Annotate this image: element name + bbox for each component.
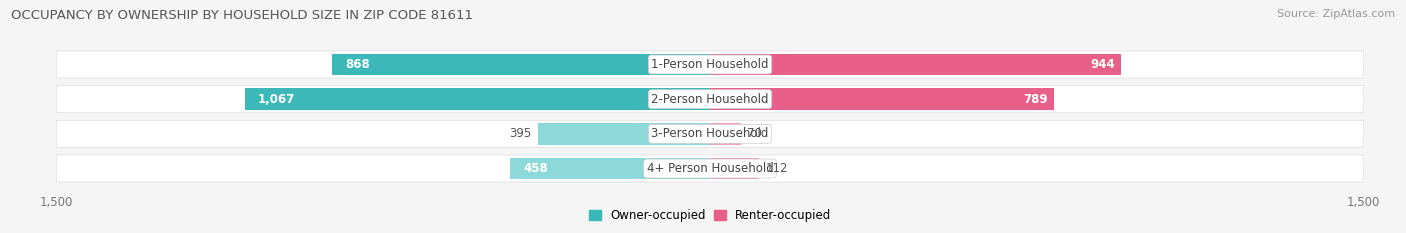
Bar xyxy=(332,54,710,75)
Bar xyxy=(245,88,710,110)
Text: 789: 789 xyxy=(1022,93,1047,106)
Bar xyxy=(510,158,710,179)
Bar xyxy=(538,123,710,145)
Text: 2-Person Household: 2-Person Household xyxy=(651,93,769,106)
Text: 458: 458 xyxy=(523,162,548,175)
Text: Source: ZipAtlas.com: Source: ZipAtlas.com xyxy=(1277,9,1395,19)
Bar xyxy=(710,158,759,179)
Bar xyxy=(710,54,1122,75)
Bar xyxy=(710,88,1054,110)
FancyBboxPatch shape xyxy=(56,51,1364,78)
Text: 944: 944 xyxy=(1090,58,1115,71)
FancyBboxPatch shape xyxy=(56,155,1364,182)
Text: 868: 868 xyxy=(344,58,370,71)
FancyBboxPatch shape xyxy=(56,86,1364,113)
Text: 112: 112 xyxy=(765,162,787,175)
Bar xyxy=(710,123,741,145)
Text: 70: 70 xyxy=(747,127,762,140)
Legend: Owner-occupied, Renter-occupied: Owner-occupied, Renter-occupied xyxy=(589,209,831,223)
Text: OCCUPANCY BY OWNERSHIP BY HOUSEHOLD SIZE IN ZIP CODE 81611: OCCUPANCY BY OWNERSHIP BY HOUSEHOLD SIZE… xyxy=(11,9,474,22)
Text: 1-Person Household: 1-Person Household xyxy=(651,58,769,71)
FancyBboxPatch shape xyxy=(56,120,1364,147)
Text: 3-Person Household: 3-Person Household xyxy=(651,127,769,140)
Text: 395: 395 xyxy=(509,127,531,140)
Text: 4+ Person Household: 4+ Person Household xyxy=(647,162,773,175)
Text: 1,067: 1,067 xyxy=(259,93,295,106)
